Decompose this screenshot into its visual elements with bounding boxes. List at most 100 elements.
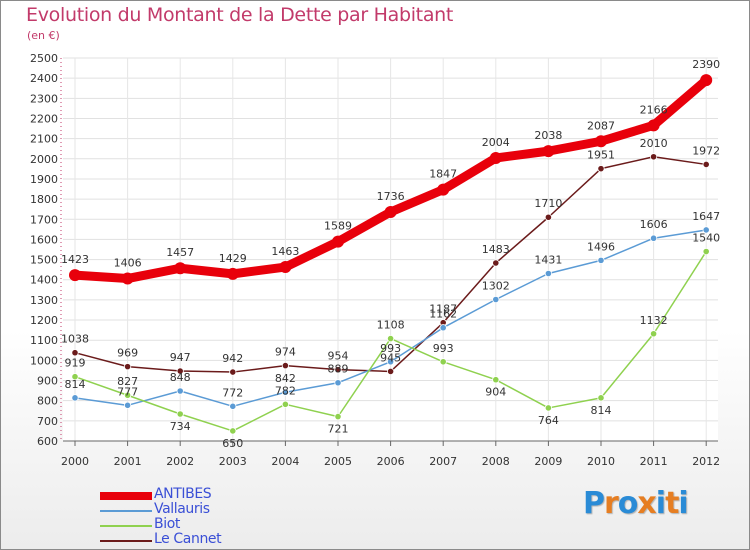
y-tick-label: 700 [37, 415, 58, 428]
data-label-antibes: 2390 [692, 58, 720, 71]
data-label-vallauris: 1647 [692, 210, 720, 223]
x-tick-label: 2006 [377, 455, 405, 468]
y-tick-label: 900 [37, 375, 58, 388]
data-point-antibes [489, 151, 502, 164]
legend-swatch [100, 492, 152, 500]
data-label-le-cannet: 1710 [534, 197, 562, 210]
data-point-le-cannet [281, 362, 289, 370]
data-label-vallauris: 993 [380, 342, 401, 355]
legend-label: Le Cannet [154, 531, 222, 547]
y-tick-label: 1700 [30, 213, 58, 226]
y-tick-label: 800 [37, 395, 58, 408]
data-label-antibes: 1457 [166, 246, 194, 259]
data-label-biot: 993 [433, 342, 454, 355]
y-tick-label: 1500 [30, 254, 58, 267]
x-tick-label: 2002 [166, 455, 194, 468]
data-point-biot [386, 334, 395, 343]
data-point-le-cannet [124, 363, 132, 371]
data-point-vallauris [334, 379, 342, 387]
data-label-vallauris: 1606 [640, 218, 668, 231]
x-tick-label: 2012 [692, 455, 720, 468]
data-point-antibes [174, 262, 187, 275]
data-label-biot: 1540 [692, 232, 720, 245]
data-point-vallauris [124, 401, 132, 409]
data-label-biot: 919 [65, 357, 86, 370]
data-label-vallauris: 1431 [534, 253, 562, 266]
data-point-vallauris [649, 234, 658, 242]
x-tick-label: 2010 [587, 455, 615, 468]
data-label-biot: 782 [275, 384, 296, 397]
data-point-biot [439, 358, 447, 366]
y-tick-label: 600 [37, 435, 58, 448]
data-point-le-cannet [702, 160, 710, 169]
y-tick-label: 1600 [30, 233, 58, 246]
data-label-biot: 1132 [640, 314, 668, 327]
data-point-vallauris [544, 269, 553, 278]
data-label-le-cannet: 1038 [61, 333, 89, 346]
data-label-biot: 904 [485, 386, 506, 399]
data-label-le-cannet: 2010 [640, 137, 668, 150]
proxiti-logo: Proxiti [583, 486, 689, 521]
data-label-vallauris: 772 [222, 386, 243, 399]
y-tick-label: 1300 [30, 294, 58, 307]
data-point-le-cannet [544, 213, 553, 221]
data-point-vallauris [492, 295, 500, 304]
x-tick-label: 2007 [429, 455, 457, 468]
data-point-le-cannet [386, 367, 395, 376]
data-label-antibes: 2038 [534, 129, 562, 142]
x-tick-label: 2001 [114, 455, 142, 468]
data-label-antibes: 1589 [324, 220, 352, 233]
data-label-antibes: 2004 [482, 136, 510, 149]
data-point-vallauris [229, 402, 237, 410]
legend-label: Vallauris [154, 501, 210, 517]
data-point-antibes [384, 206, 397, 219]
data-point-antibes [332, 235, 344, 248]
data-point-vallauris [176, 387, 184, 395]
legend-label: Biot [154, 516, 180, 532]
data-point-biot [544, 404, 553, 412]
data-point-le-cannet [334, 366, 342, 374]
y-tick-label: 2400 [30, 72, 58, 85]
data-label-biot: 734 [170, 420, 191, 433]
y-tick-label: 2100 [30, 133, 58, 146]
data-point-biot [597, 394, 605, 402]
data-point-antibes [121, 272, 134, 285]
data-label-le-cannet: 1972 [692, 144, 720, 157]
data-point-biot [71, 373, 79, 381]
data-point-biot [124, 391, 132, 399]
legend-label: ANTIBES [154, 486, 212, 502]
y-tick-label: 2300 [30, 92, 58, 105]
y-tick-label: 2000 [30, 153, 58, 166]
data-label-le-cannet: 1483 [482, 243, 510, 256]
data-point-le-cannet [229, 368, 237, 376]
data-point-vallauris [71, 394, 79, 402]
data-point-le-cannet [649, 153, 658, 161]
data-point-biot [492, 376, 500, 384]
data-label-antibes: 2166 [640, 103, 668, 116]
y-tick-label: 1200 [30, 314, 58, 327]
data-label-le-cannet: 942 [222, 352, 243, 365]
data-point-le-cannet [597, 165, 605, 173]
data-label-le-cannet: 945 [380, 351, 401, 364]
data-point-biot [281, 400, 289, 408]
data-label-biot: 814 [591, 404, 612, 417]
data-label-vallauris: 1496 [587, 240, 615, 253]
data-point-le-cannet [492, 259, 500, 267]
data-point-vallauris [386, 358, 395, 366]
data-label-biot: 764 [538, 414, 559, 427]
data-label-biot: 721 [328, 423, 349, 436]
data-label-vallauris: 814 [65, 378, 86, 391]
data-label-le-cannet: 969 [117, 347, 138, 360]
data-point-antibes [226, 267, 239, 280]
data-point-le-cannet [176, 367, 184, 375]
data-label-le-cannet: 1951 [587, 149, 615, 162]
data-point-biot [702, 247, 710, 256]
data-label-vallauris: 1302 [482, 279, 510, 292]
data-point-antibes [595, 135, 607, 148]
x-tick-label: 2011 [640, 455, 668, 468]
y-tick-label: 2200 [30, 112, 58, 125]
data-label-vallauris: 842 [275, 372, 296, 385]
data-label-vallauris: 848 [170, 371, 191, 384]
y-tick-label: 1100 [30, 334, 58, 347]
x-tick-label: 2003 [219, 455, 247, 468]
